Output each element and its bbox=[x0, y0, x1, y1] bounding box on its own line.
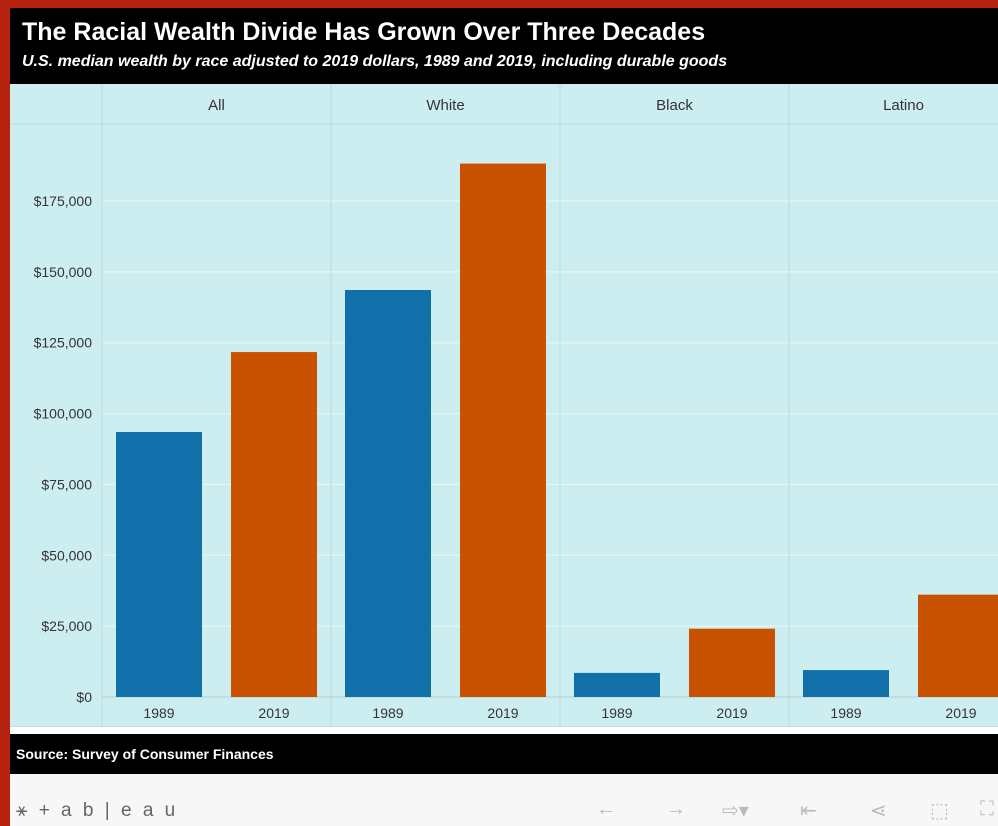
y-tick-label: $75,000 bbox=[41, 476, 92, 492]
bar-all-1989 bbox=[116, 431, 202, 697]
bar-latino-2019 bbox=[918, 594, 998, 697]
title-bar: The Racial Wealth Divide Has Grown Over … bbox=[10, 8, 998, 84]
tableau-logo[interactable]: ⚹ + a b | e a u bbox=[16, 800, 178, 822]
x-axis-gap bbox=[10, 727, 998, 734]
bar-all-2019 bbox=[231, 352, 317, 697]
chart-title: The Racial Wealth Divide Has Grown Over … bbox=[22, 18, 706, 46]
y-tick-label: $175,000 bbox=[34, 193, 93, 209]
bar-white-1989 bbox=[345, 289, 431, 697]
x-tick-label: 2019 bbox=[945, 705, 976, 721]
x-tick-label: 1989 bbox=[601, 705, 632, 721]
bar-white-2019 bbox=[460, 163, 546, 698]
tableau-logo-icon: ⚹ bbox=[16, 800, 31, 821]
tableau-toolbar: ⚹ + a b | e a u ← → ⇨▾ ⇤ ⋖ ⬚ ⛶ bbox=[10, 774, 998, 826]
dashboard-frame: The Racial Wealth Divide Has Grown Over … bbox=[10, 8, 998, 826]
panel-header-white: White bbox=[426, 97, 464, 114]
panel-header-black: Black bbox=[656, 97, 693, 114]
y-tick-label: $0 bbox=[76, 689, 92, 705]
x-tick-label: 2019 bbox=[258, 705, 289, 721]
download-icon[interactable]: ⬚ bbox=[930, 800, 949, 822]
share-icon[interactable]: ⋖ bbox=[870, 800, 887, 822]
source-note: Source: Survey of Consumer Finances bbox=[16, 746, 274, 762]
y-tick-label: $125,000 bbox=[34, 335, 93, 351]
y-tick-label: $150,000 bbox=[34, 264, 93, 280]
source-bar: Source: Survey of Consumer Finances bbox=[10, 734, 998, 774]
y-tick-label: $25,000 bbox=[41, 618, 92, 634]
x-tick-label: 1989 bbox=[372, 705, 403, 721]
x-tick-label: 2019 bbox=[487, 705, 518, 721]
bar-black-2019 bbox=[689, 628, 775, 697]
y-tick-label: $50,000 bbox=[41, 547, 92, 563]
y-tick-label: $100,000 bbox=[34, 406, 93, 422]
panel-header-all: All bbox=[208, 97, 225, 114]
undo-icon[interactable]: ← bbox=[596, 798, 616, 820]
reset-icon[interactable]: ⇤ bbox=[800, 800, 817, 822]
x-tick-label: 1989 bbox=[830, 705, 861, 721]
fullscreen-icon[interactable]: ⛶ bbox=[980, 798, 994, 820]
x-tick-label: 2019 bbox=[716, 705, 747, 721]
chart-subtitle: U.S. median wealth by race adjusted to 2… bbox=[22, 53, 728, 70]
bar-black-1989 bbox=[574, 672, 660, 697]
x-tick-label: 1989 bbox=[143, 705, 174, 721]
tableau-logo-text: + a b | e a u bbox=[38, 800, 179, 821]
panel-header-latino: Latino bbox=[883, 97, 924, 114]
revert-icon[interactable]: ⇨▾ bbox=[722, 800, 749, 822]
redo-icon[interactable]: → bbox=[666, 798, 686, 820]
bar-chart: $0 $25,000 $50,000 $75,000 $100,000 $125,000 $… bbox=[10, 84, 998, 734]
bar-latino-1989 bbox=[803, 670, 889, 697]
